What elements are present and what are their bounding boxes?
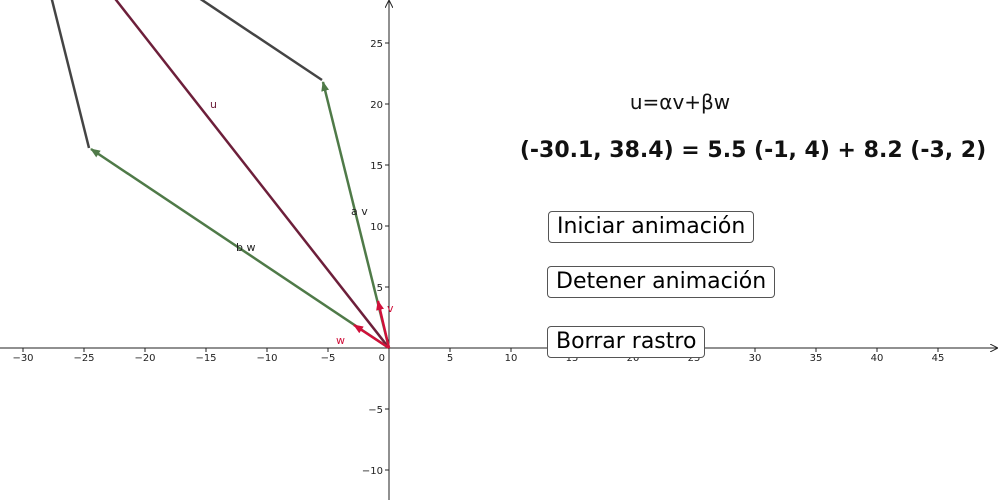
- y-tick-label: −5: [368, 405, 383, 416]
- button[interactable]: Borrar rastro: [547, 326, 706, 358]
- y-tick-label: 15: [370, 161, 383, 172]
- y-tick-label: 20: [370, 100, 383, 111]
- parallelogram-side: [50, 0, 91, 149]
- formula: u=αv+βw: [630, 90, 730, 114]
- x-tick-label: 5: [447, 353, 453, 364]
- label-v: v: [387, 302, 394, 315]
- y-tick-label: −10: [362, 466, 383, 477]
- button[interactable]: Iniciar animación: [548, 211, 755, 243]
- x-tick-label: −20: [134, 353, 155, 364]
- vector-bw: [90, 147, 390, 350]
- x-tick-label: 10: [505, 353, 518, 364]
- x-tick-label: 30: [749, 353, 762, 364]
- y-tick-label: 5: [377, 283, 383, 294]
- label-u: u: [210, 98, 217, 111]
- vector-w: [353, 323, 390, 350]
- vector-u: [114, 0, 390, 349]
- y-tick-label: 10: [370, 222, 383, 233]
- x-tick-label: 20: [627, 353, 640, 364]
- label-w: w: [336, 334, 345, 347]
- x-tick-label: 45: [932, 353, 945, 364]
- x-tick-label: 0: [379, 353, 385, 364]
- x-tick-label: −15: [195, 353, 216, 364]
- x-tick-label: 25: [688, 353, 701, 364]
- x-tick-label: 40: [871, 353, 884, 364]
- equation: (-30.1, 38.4) = 5.5 (-1, 4) + 8.2 (-3, 2…: [520, 138, 986, 163]
- x-tick-label: 15: [566, 353, 579, 364]
- vector-v: [376, 300, 391, 349]
- x-tick-label: −30: [12, 353, 33, 364]
- x-tick-label: 35: [810, 353, 823, 364]
- x-tick-label: −5: [321, 353, 336, 364]
- x-tick-label: −10: [256, 353, 277, 364]
- y-tick-label: 25: [370, 39, 383, 50]
- parallelogram-side: [199, 0, 323, 82]
- label-bw: b w: [236, 241, 255, 254]
- x-tick-label: −25: [73, 353, 94, 364]
- label-av: a v: [351, 205, 368, 218]
- button[interactable]: Detener animación: [547, 266, 776, 298]
